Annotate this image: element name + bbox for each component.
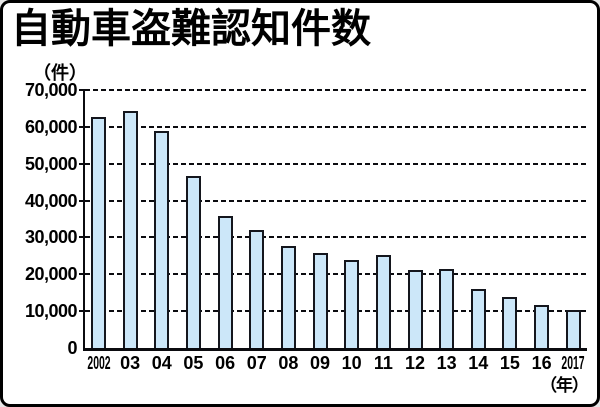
bar-10 [344,260,360,348]
gridline-50000 [85,162,587,165]
x-tick-label: 15 [499,353,520,373]
x-tick-label: 2002 [86,353,111,373]
y-tick-label: 20,000 [24,264,78,285]
y-tick-label: 50,000 [24,153,78,174]
gridline-10000 [85,310,587,313]
bar-07 [249,230,265,348]
x-tick-label: 14 [468,353,489,373]
y-axis-tick [79,162,85,165]
gridline-20000 [85,273,587,276]
x-axis-unit-label: （年） [540,376,589,395]
gridline-40000 [85,199,587,202]
x-tick-label: 04 [151,353,172,373]
bar-05 [185,176,201,348]
y-axis-tick [79,89,85,91]
bar-04 [154,131,170,348]
y-tick-label: 60,000 [24,116,78,137]
y-tick-label: 40,000 [24,190,78,211]
x-tick-label: 2017 [561,353,585,373]
y-tick-label: 30,000 [24,227,78,248]
bar-11 [375,255,391,348]
x-tick-label: 12 [404,353,426,373]
y-axis-tick [79,310,85,313]
y-axis-tick [79,199,85,202]
x-axis-line [83,348,587,351]
x-tick-label: 05 [183,353,204,373]
bar-16 [534,305,550,348]
bar-08 [280,246,296,348]
y-axis-tick [79,236,85,239]
x-tick-label: 16 [531,353,552,373]
x-tick-label: 07 [246,353,267,373]
y-axis-unit-label: （件） [33,63,87,83]
x-tick-label: 03 [120,353,141,373]
x-tick-label: 11 [373,353,393,373]
y-axis-tick [79,273,85,276]
bar-12 [407,270,423,348]
x-tick-label: 08 [278,353,299,373]
x-tick-label: 13 [436,353,457,373]
bar-14 [470,289,486,348]
plot-area: 0 10,000 20,000 30,000 40,000 50,000 60,000 70,… [25,80,587,373]
bar-06 [217,216,233,348]
gridline-70000 [85,89,587,91]
gridline-30000 [85,236,587,239]
chart-title: 自動車盗難認知件数 [11,7,371,51]
y-tick-label: 0 [67,338,77,358]
bar-2002 [91,117,106,348]
y-tick-label: 10,000 [24,301,78,322]
x-tick-label: 09 [310,353,331,373]
bar-15 [502,297,518,348]
x-tick-label: 10 [341,353,362,373]
y-axis-tick [79,125,85,128]
y-axis-line [83,90,85,351]
bar-09 [312,253,328,348]
bar-03 [122,111,138,348]
bar-13 [439,269,455,348]
x-tick-label: 06 [215,353,236,373]
y-tick-label: 70,000 [24,80,78,100]
bar-2017 [565,310,581,348]
gridline-60000 [85,125,587,128]
